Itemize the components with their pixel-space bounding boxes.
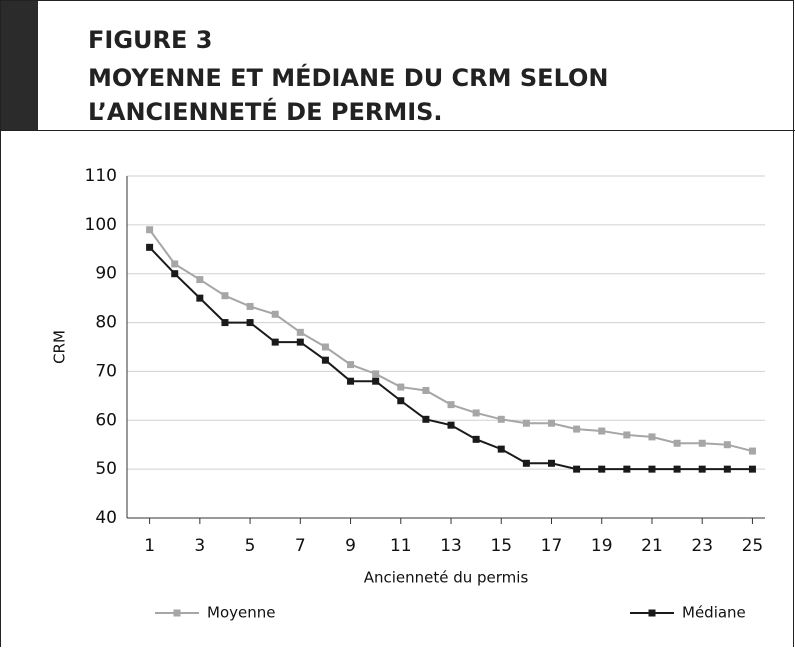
point <box>447 421 455 429</box>
point <box>447 401 455 409</box>
point <box>623 465 631 473</box>
x-tick-label: 9 <box>345 536 356 556</box>
point <box>196 294 204 302</box>
x-tick-label: 23 <box>691 536 713 556</box>
point <box>497 415 505 423</box>
point <box>472 435 480 443</box>
y-tick-label: 110 <box>85 166 117 186</box>
point <box>472 409 480 417</box>
point <box>296 338 304 346</box>
point <box>522 459 530 467</box>
y-tick-label: 60 <box>95 410 117 430</box>
legend-marker <box>648 609 656 617</box>
point <box>573 465 581 473</box>
chart-title: MOYENNE ET MÉDIANE DU CRM SELON L’ANCIEN… <box>88 64 609 126</box>
point <box>698 465 706 473</box>
point <box>372 370 380 378</box>
series-line <box>148 229 753 453</box>
point <box>748 447 756 455</box>
point <box>422 415 430 423</box>
point <box>748 465 756 473</box>
figure-label: FIGURE 3 <box>88 26 213 54</box>
point <box>347 377 355 385</box>
y-tick-label: 80 <box>95 313 117 333</box>
point <box>271 338 279 346</box>
point <box>598 427 606 435</box>
point <box>246 319 254 327</box>
y-tick-label: 40 <box>95 508 117 528</box>
point <box>397 383 405 391</box>
header-strip <box>0 0 38 130</box>
point <box>171 270 179 278</box>
point <box>648 433 656 441</box>
point <box>146 243 154 251</box>
point <box>698 439 706 447</box>
point <box>623 431 631 439</box>
point <box>271 310 279 318</box>
point <box>547 419 555 427</box>
legend-label: Médiane <box>682 604 746 622</box>
point <box>196 276 204 284</box>
x-tick-label: 17 <box>541 536 563 556</box>
point <box>422 386 430 394</box>
point <box>397 397 405 405</box>
legend-marker <box>173 609 181 617</box>
x-tick-label: 7 <box>295 536 306 556</box>
point <box>221 319 229 327</box>
point <box>347 361 355 369</box>
x-tick-label: 13 <box>440 536 462 556</box>
point <box>598 465 606 473</box>
point <box>723 465 731 473</box>
point <box>497 445 505 453</box>
point <box>321 356 329 364</box>
point <box>321 343 329 351</box>
x-tick-label: 5 <box>245 536 256 556</box>
point <box>372 377 380 385</box>
point <box>547 459 555 467</box>
point <box>246 302 254 310</box>
point <box>648 465 656 473</box>
x-tick-label: 19 <box>591 536 613 556</box>
header-rule <box>0 130 795 131</box>
y-tick-label: 50 <box>95 459 117 479</box>
x-tick-label: 21 <box>641 536 663 556</box>
x-tick-label: 1 <box>144 536 155 556</box>
x-axis-label: Ancienneté du permis <box>364 569 529 587</box>
y-tick-label: 70 <box>95 361 117 381</box>
x-tick-label: 25 <box>742 536 764 556</box>
point <box>723 441 731 449</box>
x-tick-label: 3 <box>194 536 205 556</box>
x-tick-label: 11 <box>390 536 412 556</box>
point <box>573 425 581 433</box>
point <box>146 226 154 234</box>
y-tick-label: 90 <box>95 264 117 284</box>
x-tick-label: 15 <box>490 536 512 556</box>
point <box>296 328 304 336</box>
series-line <box>148 246 753 471</box>
y-tick-label: 100 <box>85 215 117 235</box>
y-axis-label: CRM <box>51 330 69 364</box>
legend-label: Moyenne <box>207 604 275 622</box>
point <box>522 419 530 427</box>
point <box>673 439 681 447</box>
point <box>221 292 229 300</box>
point <box>171 260 179 268</box>
point <box>673 465 681 473</box>
